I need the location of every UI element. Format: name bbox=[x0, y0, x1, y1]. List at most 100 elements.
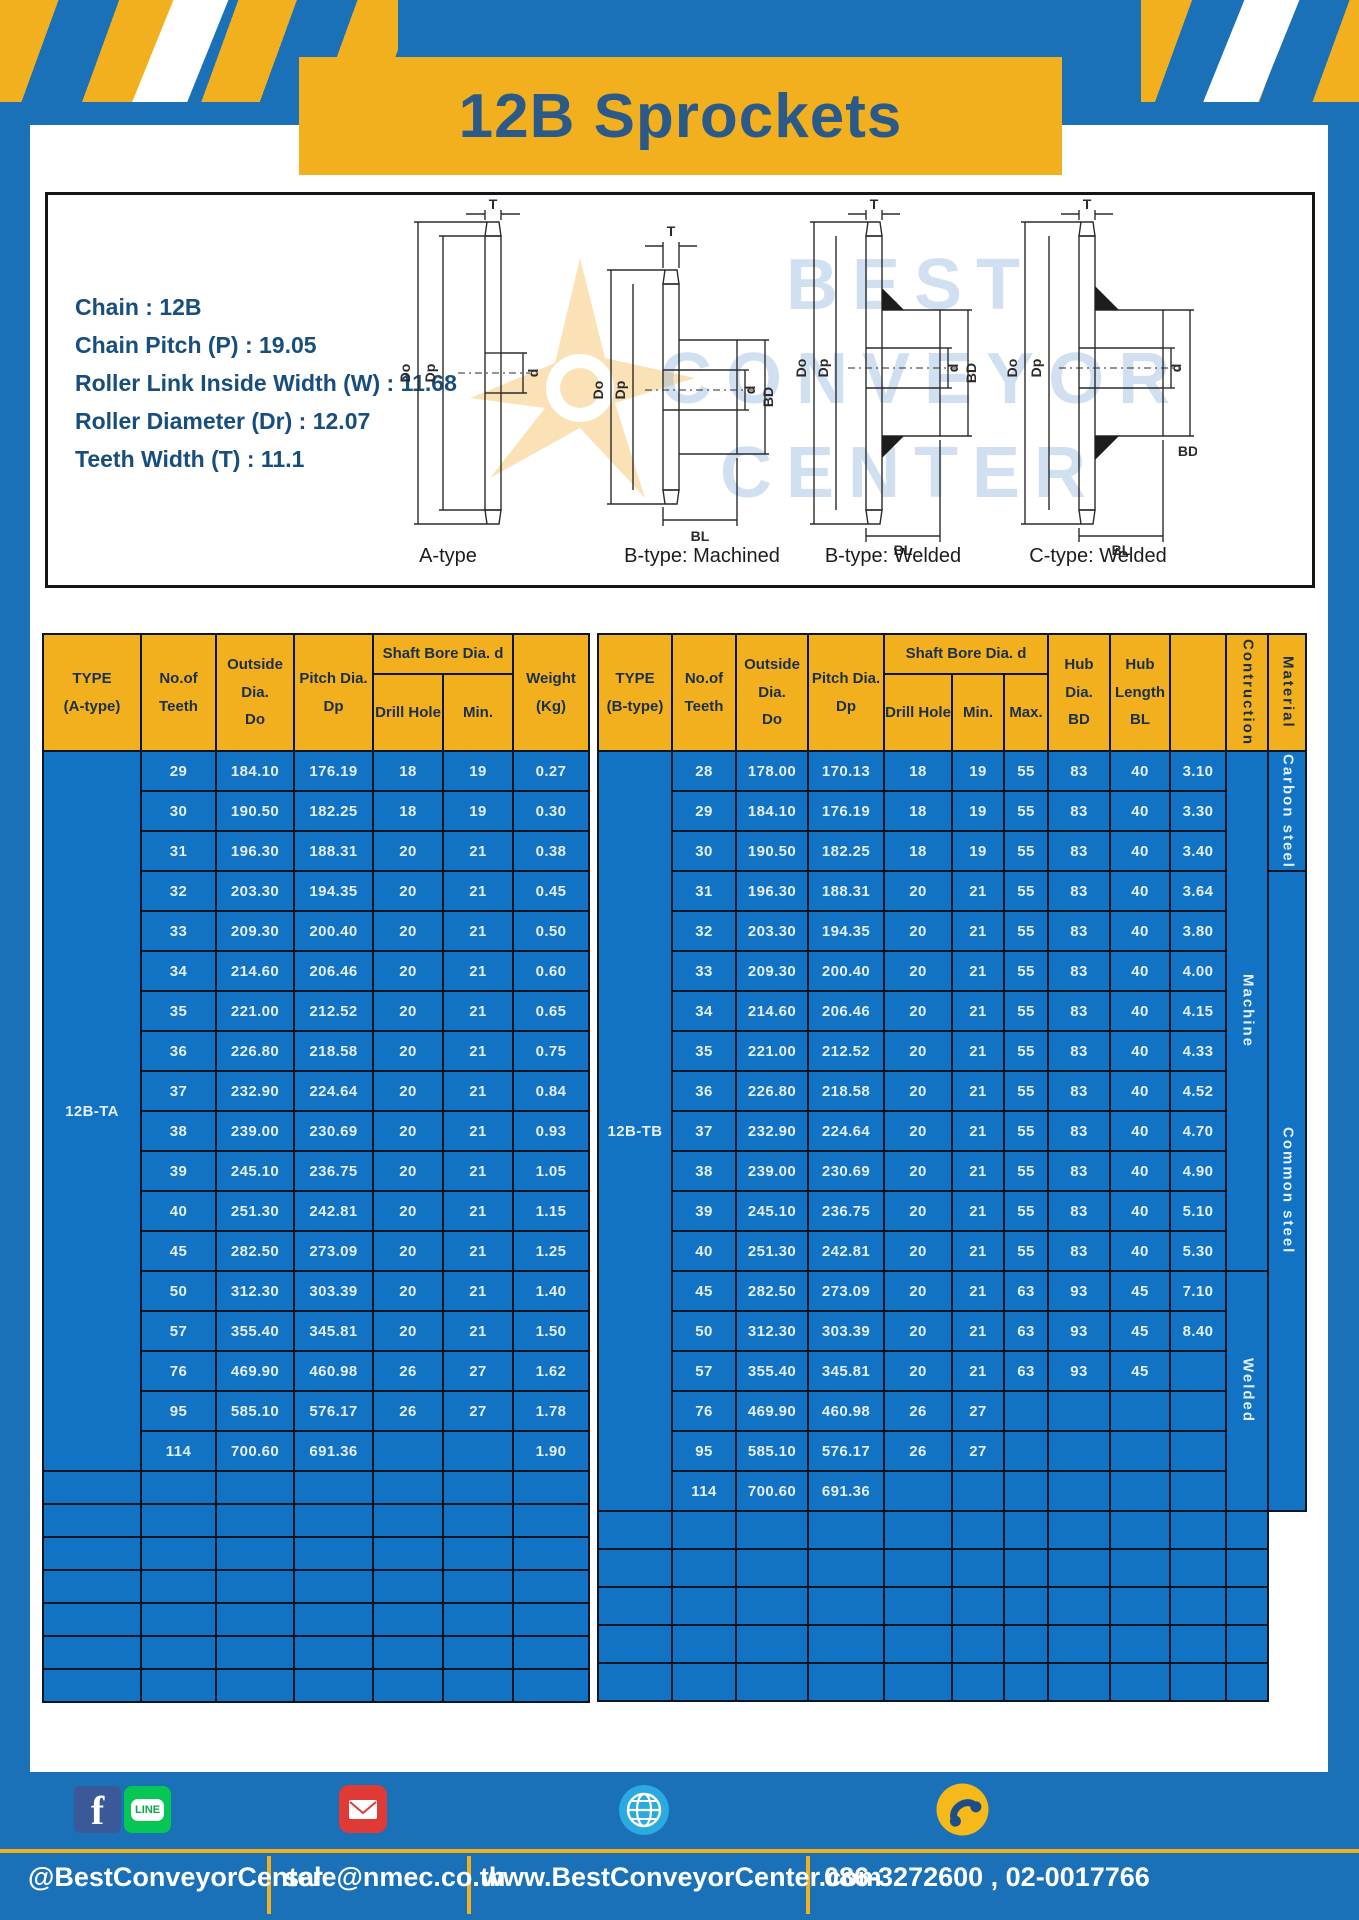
cell: 83 bbox=[1047, 830, 1111, 872]
cell: 21 bbox=[441, 1030, 515, 1072]
empty-table-row bbox=[42, 1668, 591, 1703]
col-header-min: Min. bbox=[441, 673, 515, 752]
cell: 37 bbox=[671, 1110, 737, 1152]
cell bbox=[1047, 1586, 1111, 1626]
cell: 3.64 bbox=[1169, 870, 1227, 912]
cell: 55 bbox=[1003, 1070, 1049, 1112]
cell: 83 bbox=[1047, 910, 1111, 952]
footer-vertical-divider bbox=[806, 1856, 810, 1914]
cell: 83 bbox=[1047, 1190, 1111, 1232]
cell: 83 bbox=[1047, 1110, 1111, 1152]
cell: 40 bbox=[1109, 950, 1171, 992]
table-row: 12B-TA 29 184.10 176.19 18 19 0.27 bbox=[42, 750, 591, 1472]
cell bbox=[883, 1510, 953, 1550]
cell: 21 bbox=[951, 1070, 1005, 1112]
hazard-white-wedge bbox=[1196, 0, 1305, 102]
hazard-stripes-right bbox=[1141, 0, 1359, 102]
cell bbox=[883, 1624, 953, 1664]
cell: 4.15 bbox=[1169, 990, 1227, 1032]
cell: 282.50 bbox=[735, 1270, 809, 1312]
table-row: 37 232.90 224.64 20 21 0.84 bbox=[43, 1070, 591, 1112]
cell: 469.90 bbox=[215, 1350, 295, 1392]
spec-line: Teeth Width (T) : 11.1 bbox=[75, 446, 305, 472]
cell: 460.98 bbox=[807, 1390, 885, 1432]
cell: 76 bbox=[140, 1350, 217, 1392]
cell bbox=[735, 1548, 809, 1588]
dim-label-t: T bbox=[1083, 198, 1092, 212]
dim-label-bd: BD bbox=[963, 363, 979, 383]
col-header-material: Material bbox=[1267, 633, 1307, 752]
spec-line: Chain Pitch (P) : 19.05 bbox=[75, 332, 317, 358]
cell bbox=[1225, 1548, 1269, 1588]
cell: 1.40 bbox=[512, 1270, 591, 1312]
cell bbox=[42, 1569, 142, 1604]
cell: 585.10 bbox=[735, 1430, 809, 1472]
cell: 182.25 bbox=[293, 790, 374, 832]
table-row: 30 190.50 182.25 18 19 0.30 bbox=[43, 790, 591, 832]
cell: 35 bbox=[140, 990, 217, 1032]
cell bbox=[1047, 1624, 1111, 1664]
cell bbox=[735, 1586, 809, 1626]
cell bbox=[42, 1536, 142, 1571]
cell: 312.30 bbox=[735, 1310, 809, 1352]
cell: 273.09 bbox=[807, 1270, 885, 1312]
cell: 63 bbox=[1003, 1310, 1049, 1352]
dim-label-d: d bbox=[1168, 364, 1184, 373]
cell: 40 bbox=[1109, 1230, 1171, 1272]
cell bbox=[1109, 1510, 1171, 1550]
dim-label-dp: Dp bbox=[1028, 359, 1044, 378]
cell: 21 bbox=[951, 1270, 1005, 1312]
cell: 30 bbox=[140, 790, 217, 832]
cell bbox=[951, 1624, 1005, 1664]
phone-icon bbox=[936, 1783, 989, 1841]
dim-label-bl: BL bbox=[1112, 542, 1131, 558]
cell: 55 bbox=[1003, 1030, 1049, 1072]
globe-icon bbox=[618, 1784, 670, 1841]
table-row: 114 700.60 691.36 bbox=[598, 1470, 1306, 1512]
cell: 57 bbox=[140, 1310, 217, 1352]
cell: 214.60 bbox=[735, 990, 809, 1032]
table-row: 50 312.30 303.39 20 21 63 93 45 8.40 bbox=[598, 1310, 1306, 1352]
cell bbox=[441, 1569, 515, 1604]
cell: 230.69 bbox=[807, 1150, 885, 1192]
cell: 30 bbox=[671, 830, 737, 872]
footer-vertical-divider bbox=[467, 1856, 471, 1914]
cell: 34 bbox=[671, 990, 737, 1032]
cell: 21 bbox=[441, 830, 515, 872]
cell bbox=[512, 1503, 591, 1538]
cell bbox=[372, 1536, 444, 1571]
cell: 21 bbox=[441, 1190, 515, 1232]
cell: 76 bbox=[671, 1390, 737, 1432]
cell bbox=[372, 1635, 444, 1670]
table-row: 114 700.60 691.36 1.90 bbox=[43, 1430, 591, 1472]
cell: 20 bbox=[372, 950, 444, 992]
cell: 32 bbox=[140, 870, 217, 912]
cell: 20 bbox=[372, 1190, 444, 1232]
cell: 36 bbox=[671, 1070, 737, 1112]
cell: 93 bbox=[1047, 1270, 1111, 1312]
cell: 1.15 bbox=[512, 1190, 591, 1232]
dim-label-bl: BL bbox=[894, 542, 913, 558]
cell bbox=[1169, 1390, 1227, 1432]
cell: 224.64 bbox=[807, 1110, 885, 1152]
facebook-icon: f bbox=[74, 1786, 121, 1833]
cell bbox=[597, 1510, 673, 1550]
cell: 20 bbox=[883, 1230, 953, 1272]
col-header-teeth: No.of Teeth bbox=[671, 633, 737, 752]
cell: 178.00 bbox=[735, 750, 809, 792]
cell: 21 bbox=[441, 1310, 515, 1352]
cell: 40 bbox=[1109, 870, 1171, 912]
col-header-type: TYPE (B-type) bbox=[597, 633, 673, 752]
cell: 93 bbox=[1047, 1350, 1111, 1392]
cell bbox=[1109, 1624, 1171, 1664]
cell: 469.90 bbox=[735, 1390, 809, 1432]
contact-website: www.BestConveyorCenter.com bbox=[482, 1862, 882, 1892]
cell: 36 bbox=[140, 1030, 217, 1072]
cell bbox=[1109, 1430, 1171, 1472]
cell: 345.81 bbox=[293, 1310, 374, 1352]
cell: 45 bbox=[1109, 1270, 1171, 1312]
contact-phones: 086-3272600 , 02-0017766 bbox=[824, 1862, 1150, 1892]
cell: 20 bbox=[883, 870, 953, 912]
cell: 218.58 bbox=[293, 1030, 374, 1072]
table-row: 31 196.30 188.31 20 21 0.38 bbox=[43, 830, 591, 872]
